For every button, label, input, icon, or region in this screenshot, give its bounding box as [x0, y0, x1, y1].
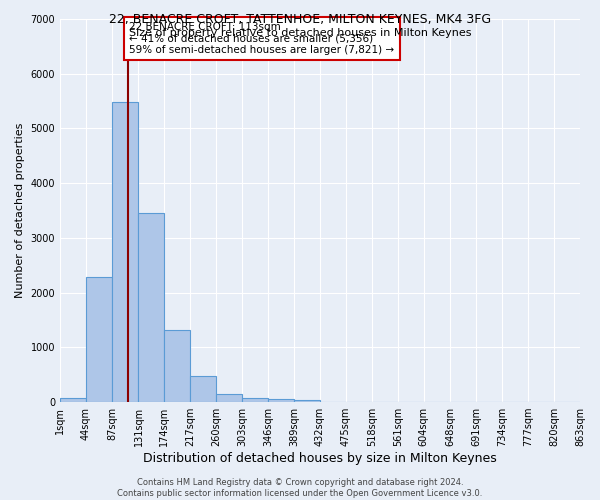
Text: Size of property relative to detached houses in Milton Keynes: Size of property relative to detached ho… [129, 28, 471, 38]
Text: 22, BENACRE CROFT, TATTENHOE, MILTON KEYNES, MK4 3FG: 22, BENACRE CROFT, TATTENHOE, MILTON KEY… [109, 12, 491, 26]
Bar [268, 400, 294, 402]
Bar [164, 330, 190, 402]
X-axis label: Distribution of detached houses by size in Milton Keynes: Distribution of detached houses by size … [143, 452, 497, 465]
Bar [86, 278, 112, 402]
Text: 22 BENACRE CROFT: 113sqm
← 41% of detached houses are smaller (5,356)
59% of sem: 22 BENACRE CROFT: 113sqm ← 41% of detach… [130, 22, 395, 55]
Bar [60, 398, 86, 402]
Bar [216, 394, 242, 402]
Y-axis label: Number of detached properties: Number of detached properties [15, 123, 25, 298]
Bar [190, 376, 216, 402]
Bar [294, 400, 320, 402]
Bar [112, 102, 139, 402]
Bar [242, 398, 268, 402]
Text: Contains HM Land Registry data © Crown copyright and database right 2024.
Contai: Contains HM Land Registry data © Crown c… [118, 478, 482, 498]
Bar [139, 214, 164, 402]
